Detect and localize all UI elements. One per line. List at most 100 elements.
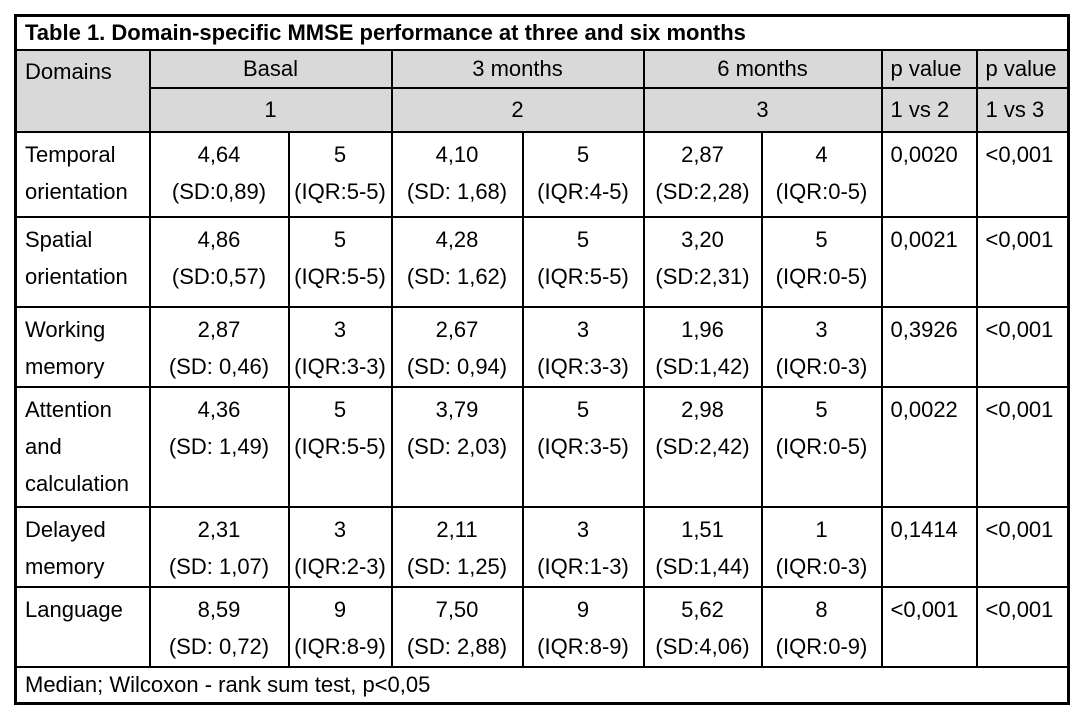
domain-line: orientation: [25, 263, 128, 289]
6months-median-cell: 3 (IQR:0-3): [760, 305, 883, 388]
mean-value: 3,20: [681, 226, 724, 252]
median-value: 5: [333, 141, 347, 167]
pvalue-1vs2-cell: 0,0021: [880, 215, 978, 308]
3months-median-cell: 3 (IQR:1-3): [521, 505, 645, 588]
header-comparison-1vs3: 1 vs 3: [975, 86, 1070, 133]
table-row-temporal-orientation: Temporal orientation 4,64 (SD:0,89) 5 (I…: [14, 130, 1070, 218]
mean-value: 7,50: [435, 596, 479, 622]
median-value: 3: [333, 516, 347, 542]
mean-value: 2,98: [681, 396, 724, 422]
p-value: <0,001: [985, 596, 1054, 622]
header-group-6months: 6 months: [642, 48, 883, 89]
sd-value: (SD: 1,62): [406, 263, 508, 289]
p-value: 0,0022: [890, 396, 958, 422]
median-value: 5: [815, 226, 828, 252]
mmse-table: Table 1. Domain-specific MMSE performanc…: [14, 14, 1071, 705]
iqr-value: (IQR:0-9): [775, 633, 868, 659]
pvalue-1vs3-cell: <0,001: [975, 130, 1070, 218]
sd-value: (SD:1,42): [655, 353, 750, 379]
domain-cell: Language: [14, 585, 151, 668]
iqr-value: (IQR:2-3): [294, 553, 386, 579]
6months-mean-cell: 2,98 (SD:2,42): [642, 385, 763, 508]
median-value: 9: [333, 596, 347, 622]
mean-value: 2,87: [681, 141, 724, 167]
6months-mean-cell: 1,96 (SD:1,42): [642, 305, 763, 388]
domain-cell: Spatial orientation: [14, 215, 151, 308]
sd-value: (SD: 1,49): [168, 433, 270, 459]
sd-value: (SD:1,44): [655, 553, 750, 579]
table-footnote: Median; Wilcoxon - rank sum test, p<0,05: [14, 665, 1070, 705]
domain-cell: Temporal orientation: [14, 130, 151, 218]
basal-mean-cell: 8,59 (SD: 0,72): [148, 585, 290, 668]
3months-mean-cell: 2,67 (SD: 0,94): [390, 305, 524, 388]
6months-median-cell: 4 (IQR:0-5): [760, 130, 883, 218]
basal-mean-cell: 4,36 (SD: 1,49): [148, 385, 290, 508]
pvalue-1vs3-cell: <0,001: [975, 505, 1070, 588]
mean-value: 4,64: [197, 141, 241, 167]
sd-value: (SD: 2,03): [406, 433, 508, 459]
p-value: <0,001: [985, 396, 1054, 422]
basal-mean-cell: 2,31 (SD: 1,07): [148, 505, 290, 588]
domain-line: Spatial: [25, 226, 93, 252]
6months-median-cell: 5 (IQR:0-5): [760, 215, 883, 308]
p-value: <0,001: [985, 516, 1054, 542]
sd-value: (SD:0,57): [171, 263, 267, 289]
pvalue-1vs2-cell: 0,0020: [880, 130, 978, 218]
iqr-value: (IQR:8-9): [537, 633, 629, 659]
table-row-working-memory: Working memory 2,87 (SD: 0,46) 3 (IQR:3-…: [14, 305, 1070, 388]
header-row-groups: Domains Basal 3 months 6 months p value …: [14, 48, 1070, 133]
domain-cell: Working memory: [14, 305, 151, 388]
median-value: 1: [815, 516, 828, 542]
table-title: Table 1. Domain-specific MMSE performanc…: [14, 14, 1070, 51]
domain-line: calculation: [25, 470, 129, 496]
6months-mean-cell: 3,20 (SD:2,31): [642, 215, 763, 308]
iqr-value: (IQR:0-5): [775, 433, 868, 459]
pvalue-1vs2-cell: 0,1414: [880, 505, 978, 588]
header-index-3: 3: [642, 86, 883, 133]
3months-mean-cell: 2,11 (SD: 1,25): [390, 505, 524, 588]
mean-value: 1,96: [681, 316, 724, 342]
table-row-spatial-orientation: Spatial orientation 4,86 (SD:0,57) 5 (IQ…: [14, 215, 1070, 308]
sd-value: (SD:2,42): [655, 433, 750, 459]
mean-value: 4,36: [197, 396, 241, 422]
basal-mean-cell: 2,87 (SD: 0,46): [148, 305, 290, 388]
sd-value: (SD: 0,72): [168, 633, 270, 659]
sd-value: (SD: 1,68): [406, 178, 508, 204]
3months-median-cell: 5 (IQR:3-5): [521, 385, 645, 508]
pvalue-1vs2-cell: 0,0022: [880, 385, 978, 508]
6months-mean-cell: 5,62 (SD:4,06): [642, 585, 763, 668]
domain-line: Temporal: [25, 141, 116, 167]
domain-line: and: [25, 433, 62, 459]
pvalue-1vs3-cell: <0,001: [975, 305, 1070, 388]
iqr-value: (IQR:5-5): [294, 433, 386, 459]
header-comparison-1vs2: 1 vs 2: [880, 86, 978, 133]
table-title-row: Table 1. Domain-specific MMSE performanc…: [14, 14, 1070, 51]
domain-line: memory: [25, 553, 105, 579]
domain-line: Language: [25, 596, 123, 622]
basal-mean-cell: 4,86 (SD:0,57): [148, 215, 290, 308]
iqr-value: (IQR:8-9): [294, 633, 386, 659]
mean-value: 4,86: [197, 226, 241, 252]
iqr-value: (IQR:5-5): [294, 263, 386, 289]
sd-value: (SD:2,31): [655, 263, 750, 289]
basal-mean-cell: 4,64 (SD:0,89): [148, 130, 290, 218]
basal-median-cell: 5 (IQR:5-5): [287, 130, 393, 218]
p-value: <0,001: [985, 316, 1054, 342]
domain-line: memory: [25, 353, 105, 379]
domain-cell: Attention and calculation: [14, 385, 151, 508]
3months-median-cell: 5 (IQR:4-5): [521, 130, 645, 218]
p-value: <0,001: [890, 596, 959, 622]
3months-median-cell: 5 (IQR:5-5): [521, 215, 645, 308]
p-value: 0,1414: [890, 516, 958, 542]
header-pvalue-1vs2: p value: [880, 48, 978, 89]
median-value: 4: [815, 141, 828, 167]
header-row-indices: 1 2 3 1 vs 2 1 vs 3: [16, 86, 1070, 133]
iqr-value: (IQR:5-5): [537, 263, 629, 289]
basal-median-cell: 9 (IQR:8-9): [287, 585, 393, 668]
median-value: 5: [576, 226, 590, 252]
pvalue-1vs2-cell: <0,001: [880, 585, 978, 668]
pvalue-1vs3-cell: <0,001: [975, 585, 1070, 668]
pvalue-1vs3-cell: <0,001: [975, 385, 1070, 508]
header-domains: Domains: [14, 48, 151, 133]
iqr-value: (IQR:4-5): [537, 178, 629, 204]
